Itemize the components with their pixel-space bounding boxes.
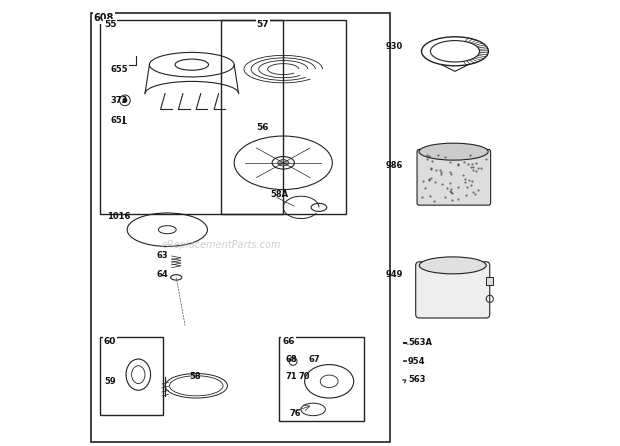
Ellipse shape bbox=[278, 160, 289, 166]
Text: 68: 68 bbox=[285, 355, 297, 363]
Text: 56: 56 bbox=[257, 123, 269, 132]
Circle shape bbox=[123, 99, 126, 102]
Polygon shape bbox=[486, 277, 493, 285]
Text: 59: 59 bbox=[104, 377, 115, 386]
Text: 60: 60 bbox=[104, 337, 117, 346]
Text: 70: 70 bbox=[299, 372, 311, 381]
Text: 55: 55 bbox=[104, 20, 117, 29]
FancyBboxPatch shape bbox=[415, 262, 490, 318]
Text: 67: 67 bbox=[309, 355, 321, 363]
Text: 563A: 563A bbox=[408, 338, 432, 347]
Text: 608: 608 bbox=[94, 13, 114, 23]
Ellipse shape bbox=[419, 143, 488, 160]
Text: 373: 373 bbox=[110, 96, 128, 105]
Text: 63: 63 bbox=[156, 251, 168, 260]
Text: 58A: 58A bbox=[270, 190, 288, 198]
Text: 655: 655 bbox=[110, 65, 128, 74]
Text: 64: 64 bbox=[156, 270, 168, 279]
Text: eReplacementParts.com: eReplacementParts.com bbox=[161, 240, 280, 250]
Text: 930: 930 bbox=[386, 42, 403, 51]
Text: 76: 76 bbox=[290, 409, 301, 418]
Text: 57: 57 bbox=[257, 20, 269, 29]
FancyBboxPatch shape bbox=[417, 149, 490, 205]
Text: 1016: 1016 bbox=[107, 212, 130, 221]
Text: 65: 65 bbox=[110, 116, 122, 125]
Text: 66: 66 bbox=[282, 337, 295, 346]
Text: 58: 58 bbox=[190, 372, 202, 381]
Text: 986: 986 bbox=[386, 161, 403, 169]
Text: 954: 954 bbox=[408, 357, 425, 366]
Text: 563: 563 bbox=[408, 376, 425, 384]
Text: 71: 71 bbox=[285, 372, 297, 381]
Text: 949: 949 bbox=[386, 270, 403, 279]
Ellipse shape bbox=[419, 257, 486, 274]
